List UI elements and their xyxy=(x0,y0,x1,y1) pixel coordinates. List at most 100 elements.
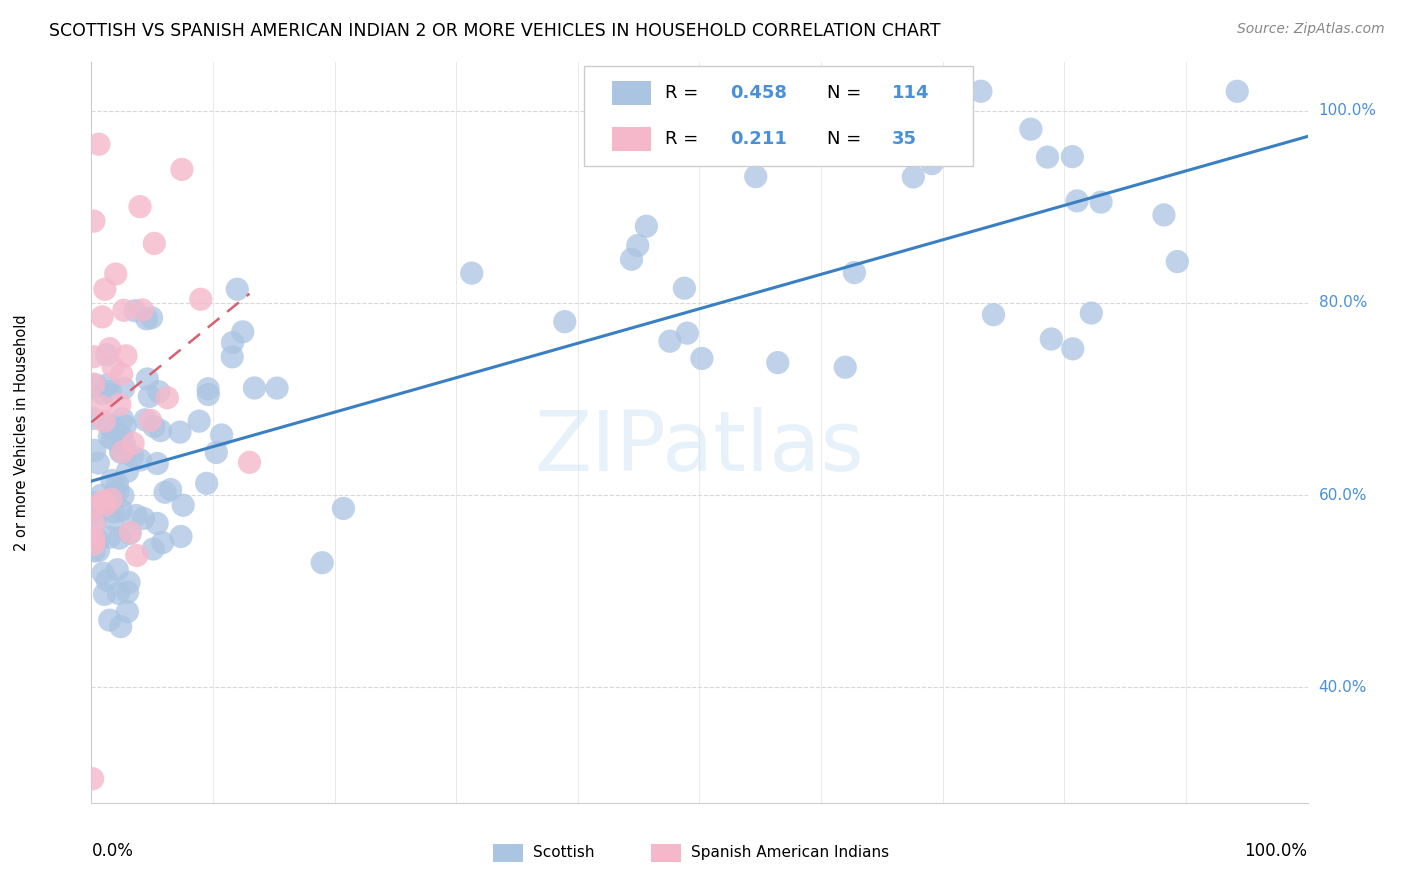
Point xyxy=(84,378,107,392)
Point xyxy=(1166,254,1188,268)
Point xyxy=(114,446,136,460)
Point xyxy=(153,485,176,500)
Point xyxy=(87,533,110,548)
Bar xyxy=(612,81,651,105)
Point xyxy=(111,444,134,458)
Point xyxy=(91,310,114,324)
Point xyxy=(111,445,134,459)
Point xyxy=(104,485,127,500)
Point xyxy=(107,586,129,600)
Point xyxy=(124,303,146,318)
Point xyxy=(111,430,134,444)
Point xyxy=(91,566,114,581)
Point xyxy=(983,308,1005,322)
Point xyxy=(1040,332,1063,346)
Point xyxy=(676,326,699,340)
Point xyxy=(190,293,212,307)
Point xyxy=(142,419,165,434)
Text: N =: N = xyxy=(827,84,862,102)
Point xyxy=(96,348,118,362)
Point xyxy=(89,399,111,413)
Point xyxy=(93,587,115,601)
Point xyxy=(125,508,148,523)
Point xyxy=(658,334,681,348)
Point xyxy=(146,516,169,531)
Point xyxy=(844,266,866,280)
Point xyxy=(1036,150,1059,164)
Point xyxy=(197,387,219,401)
Point xyxy=(118,575,141,590)
Point xyxy=(197,382,219,396)
Point xyxy=(114,419,136,434)
Point xyxy=(238,455,260,469)
Text: ZIPatlas: ZIPatlas xyxy=(534,407,865,488)
Point xyxy=(112,303,135,318)
Point xyxy=(143,236,166,251)
Point xyxy=(100,384,122,399)
Point xyxy=(135,311,157,326)
Point xyxy=(82,772,104,786)
Point xyxy=(673,281,696,295)
Bar xyxy=(612,128,651,151)
Point xyxy=(82,503,104,517)
Point xyxy=(98,530,121,544)
Point xyxy=(903,169,925,184)
Point xyxy=(117,464,139,478)
Point xyxy=(103,505,125,519)
Bar xyxy=(492,844,523,862)
Point xyxy=(152,535,174,549)
Point xyxy=(91,386,114,401)
Point xyxy=(620,252,643,267)
Point xyxy=(84,514,107,528)
Point xyxy=(98,430,121,444)
Text: Spanish American Indians: Spanish American Indians xyxy=(690,845,889,860)
Point xyxy=(121,450,143,464)
Point xyxy=(108,397,131,411)
Point xyxy=(100,492,122,507)
Text: 0.211: 0.211 xyxy=(730,130,787,148)
Point xyxy=(93,497,115,511)
FancyBboxPatch shape xyxy=(583,66,973,166)
Point xyxy=(101,359,124,374)
Point xyxy=(266,381,288,395)
Point xyxy=(148,384,170,399)
Point xyxy=(311,556,333,570)
Text: 60.0%: 60.0% xyxy=(1319,488,1367,502)
Point xyxy=(83,500,105,515)
Point xyxy=(117,585,139,599)
Point xyxy=(129,453,152,467)
Point xyxy=(94,282,117,296)
Point xyxy=(98,613,121,627)
Text: 0.0%: 0.0% xyxy=(91,842,134,860)
Point xyxy=(83,544,105,558)
Point xyxy=(103,421,125,435)
Point xyxy=(232,325,254,339)
Text: 0.458: 0.458 xyxy=(730,84,787,102)
Point xyxy=(90,488,112,502)
Text: 80.0%: 80.0% xyxy=(1319,295,1367,310)
Point xyxy=(83,350,105,364)
Point xyxy=(1090,195,1112,210)
Bar xyxy=(651,844,682,862)
Point xyxy=(1062,342,1084,356)
Point xyxy=(120,525,142,540)
Point xyxy=(107,476,129,491)
Point xyxy=(87,456,110,470)
Point xyxy=(125,549,148,563)
Text: SCOTTISH VS SPANISH AMERICAN INDIAN 2 OR MORE VEHICLES IN HOUSEHOLD CORRELATION : SCOTTISH VS SPANISH AMERICAN INDIAN 2 OR… xyxy=(49,22,941,40)
Point xyxy=(97,377,120,392)
Point xyxy=(834,360,856,375)
Point xyxy=(243,381,266,395)
Point xyxy=(111,489,134,503)
Point xyxy=(142,541,165,556)
Point xyxy=(110,367,132,381)
Point xyxy=(134,413,156,427)
Point xyxy=(332,501,354,516)
Point xyxy=(110,503,132,517)
Point xyxy=(211,428,233,442)
Point xyxy=(103,512,125,526)
Text: R =: R = xyxy=(665,84,699,102)
Point xyxy=(84,496,107,510)
Point xyxy=(1226,84,1249,98)
Point xyxy=(94,498,117,512)
